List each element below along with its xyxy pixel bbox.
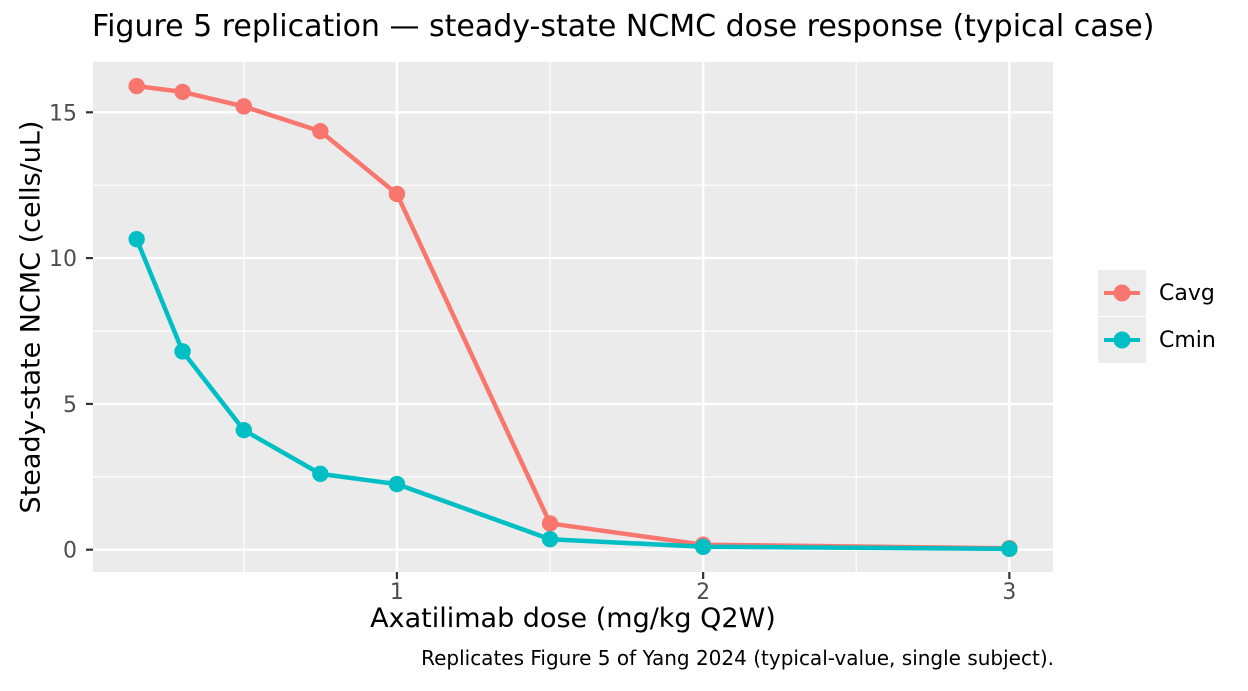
series-line-cavg	[136, 83, 1010, 551]
legend-point-icon	[1113, 284, 1131, 302]
legend-point-icon	[1113, 331, 1131, 349]
plot-panel: 1 2 3 0 5 10 15	[49, 62, 1053, 605]
data-point-cmin	[388, 475, 406, 493]
data-point-cavg	[235, 98, 253, 115]
caption: Replicates Figure 5 of Yang 2024 (typica…	[421, 646, 1054, 670]
series-line-cmin	[134, 238, 1010, 552]
y-tick-label: 0	[63, 539, 77, 564]
data-point-cavg	[312, 123, 329, 140]
data-point-cmin	[312, 465, 329, 483]
data-point-cavg	[174, 83, 191, 101]
legend-item-cmin: Cmin	[1098, 317, 1216, 363]
x-axis-title: Axatilimab dose (mg/kg Q2W)	[370, 603, 776, 634]
y-tick-label: 10	[49, 247, 77, 272]
data-point-cavg	[388, 185, 406, 203]
legend-label-cavg: Cavg	[1159, 280, 1215, 306]
legend-key-cmin	[1098, 317, 1146, 363]
data-point-cavg	[541, 515, 559, 532]
data-point-cmin	[235, 421, 253, 439]
data-point-cmin	[128, 230, 145, 248]
legend-label-cmin: Cmin	[1159, 327, 1216, 353]
y-axis-title: Steady-state NCMC (cells/uL)	[15, 120, 47, 514]
data-point-cmin	[1001, 540, 1018, 558]
y-tick-label: 5	[63, 393, 77, 418]
chart-title: Figure 5 replication — steady-state NCMC…	[92, 9, 1155, 44]
x-tick-label: 3	[1002, 580, 1016, 605]
legend: Cavg Cmin	[1098, 270, 1216, 363]
data-point-cavg	[128, 77, 145, 95]
x-tick-label: 2	[696, 580, 710, 605]
legend-key-cavg	[1098, 270, 1146, 316]
y-tick-label: 15	[49, 101, 77, 126]
data-point-cmin	[174, 343, 191, 360]
legend-item-cavg: Cavg	[1098, 270, 1216, 316]
panel-background	[93, 62, 1053, 572]
x-tick-label: 1	[390, 580, 404, 605]
data-point-cmin	[541, 530, 559, 548]
data-point-cmin	[694, 538, 712, 555]
